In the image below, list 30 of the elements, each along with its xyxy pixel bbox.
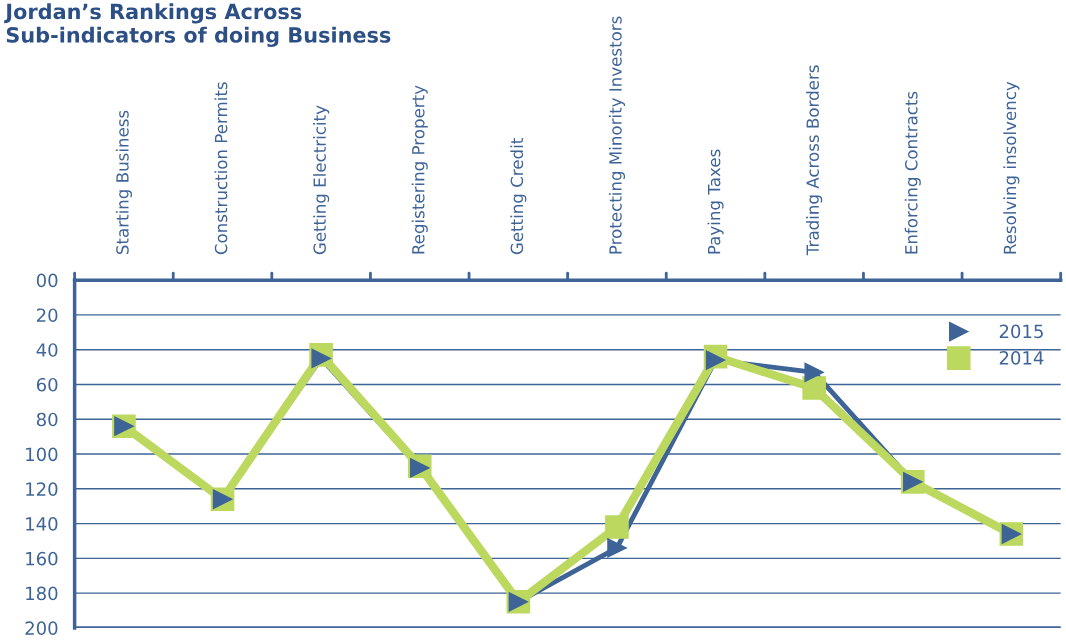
y-tick-label: 20	[37, 308, 58, 323]
y-tick-label: 160	[26, 551, 58, 566]
point	[607, 538, 627, 558]
x-tick-label: Paying Taxes	[707, 149, 724, 254]
x-tick-label: Construction Permits	[214, 82, 228, 255]
y-tick-label: 180	[26, 586, 58, 601]
point	[605, 515, 629, 539]
chart-title: Jordan’s Rankings Across Sub-indicators of doing Business	[4, 3, 391, 48]
y-tick-label: 100	[26, 447, 58, 462]
legend-label: 2015	[999, 324, 1043, 339]
x-tick-label: Resolving insolvency	[1003, 81, 1020, 254]
point	[802, 376, 826, 400]
x-tick-label: Trading Across Borders	[806, 65, 823, 256]
legend-label: 2014	[999, 351, 1044, 365]
point	[705, 350, 726, 370]
y-tick-label: 120	[26, 482, 58, 496]
x-tick-label: Starting Business	[115, 110, 132, 255]
x-tick-label: Getting Credit	[510, 138, 527, 255]
y-tick-label: 40	[36, 343, 58, 357]
point	[311, 348, 331, 369]
point	[804, 362, 824, 383]
y-tick-label: 200	[25, 621, 58, 636]
x-tick-label: Registering Property	[411, 85, 428, 254]
x-tick-label: Protecting Minority Investors	[608, 16, 626, 254]
x-tick-label: Enforcing Contracts	[904, 91, 921, 254]
x-tick-label: Getting Electricity	[313, 105, 330, 255]
y-tick-label: 80	[36, 412, 58, 427]
y-tick-label: 60	[36, 377, 58, 392]
y-tick-label: 00	[36, 273, 58, 288]
y-tick-label: 140	[26, 517, 58, 531]
